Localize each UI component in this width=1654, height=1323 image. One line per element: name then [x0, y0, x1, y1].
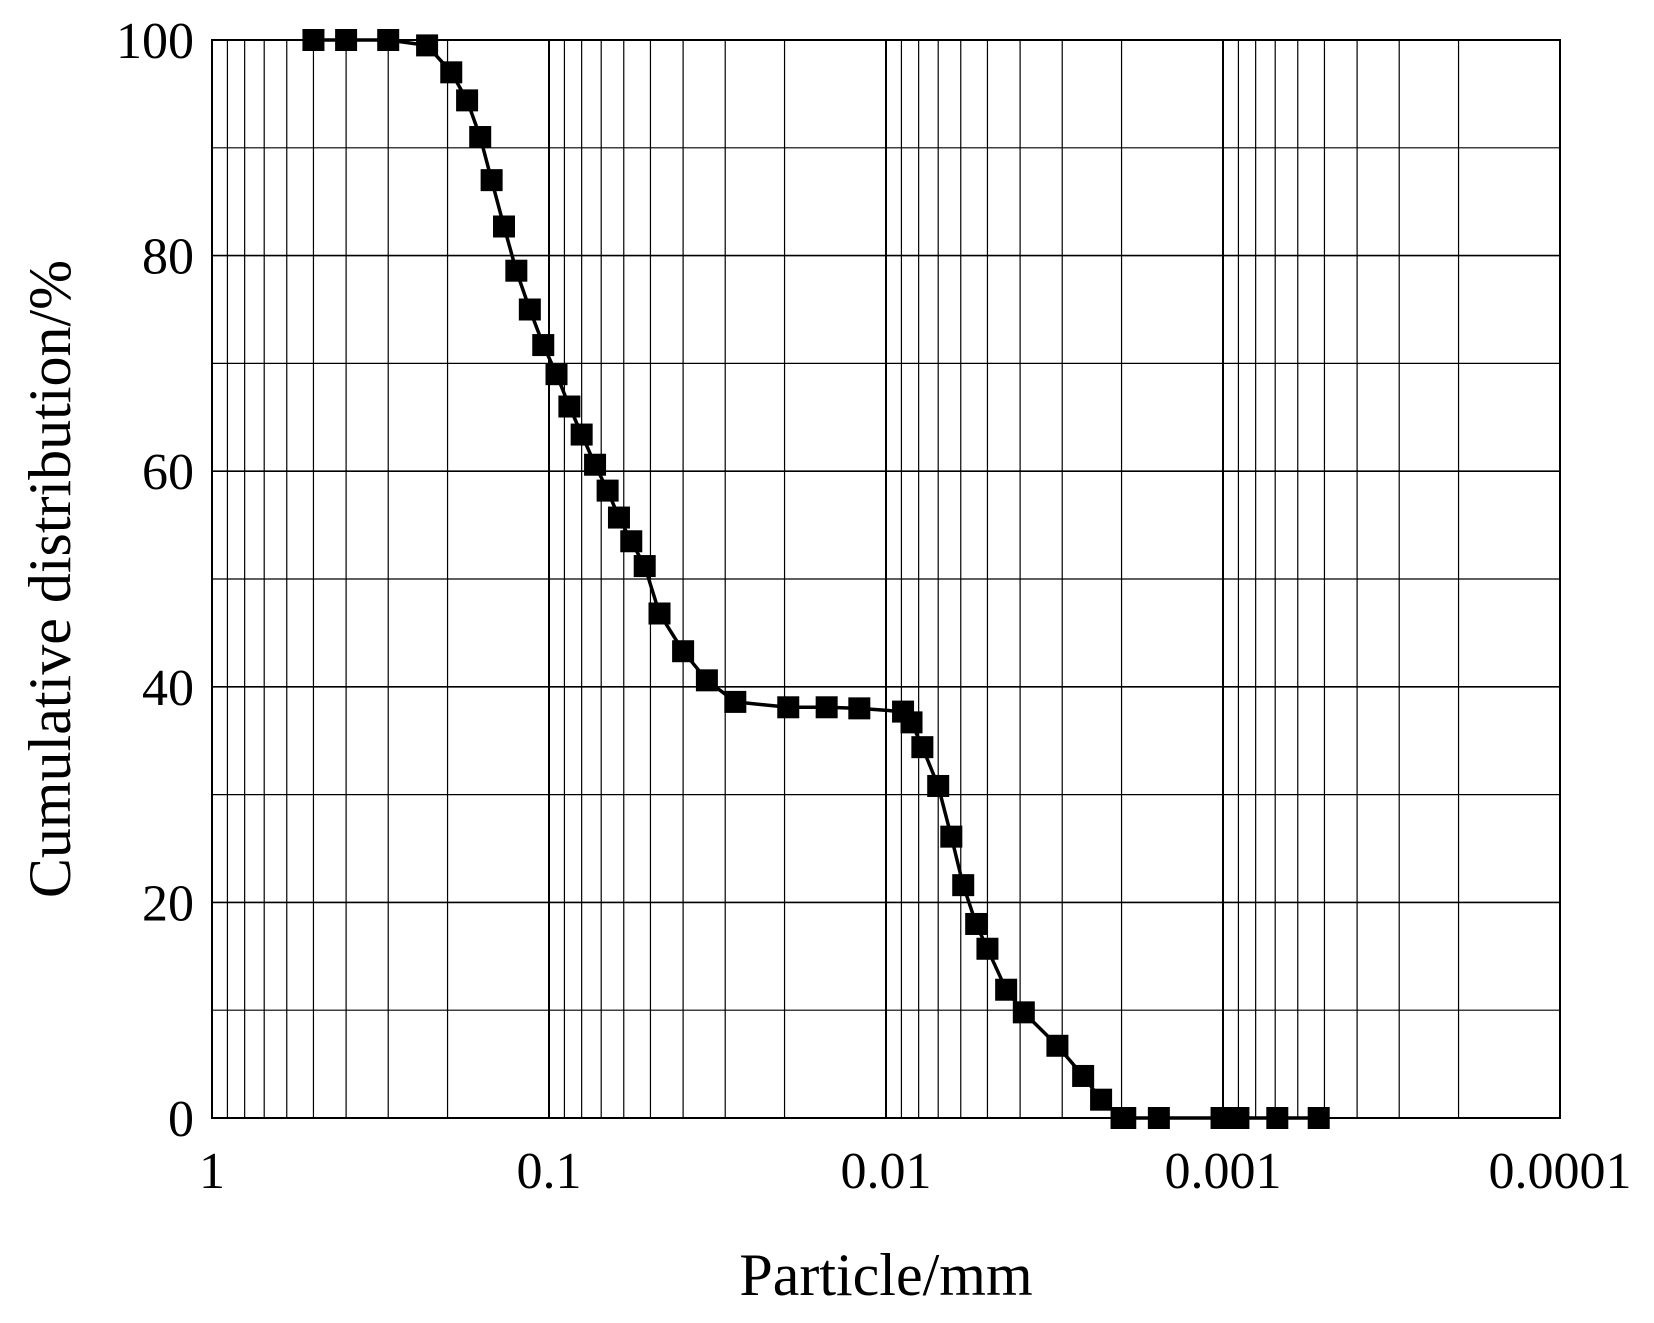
y-tick-label: 80 [142, 229, 194, 286]
data-point-marker [965, 912, 988, 935]
data-point-marker [620, 530, 643, 553]
x-tick-label: 0.001 [1165, 1143, 1282, 1200]
data-point-marker [456, 89, 479, 112]
y-tick-label: 20 [142, 875, 194, 932]
data-point-marker [1046, 1034, 1069, 1057]
data-point-marker [492, 215, 515, 238]
data-point-marker [1072, 1064, 1095, 1087]
data-point-marker [777, 696, 800, 719]
x-tick-label: 0.0001 [1489, 1143, 1632, 1200]
data-point-marker [416, 34, 439, 57]
data-point-marker [480, 169, 503, 192]
x-tick-label: 0.1 [517, 1143, 582, 1200]
data-point-marker [848, 697, 871, 720]
data-point-marker [940, 825, 963, 848]
data-point-marker [724, 690, 747, 713]
data-point-marker [584, 453, 607, 476]
data-point-marker [1090, 1088, 1113, 1111]
x-tick-label: 1 [199, 1143, 225, 1200]
data-point-marker [607, 506, 630, 529]
data-point-marker [900, 711, 923, 734]
y-tick-label: 100 [116, 13, 194, 70]
data-point-marker [570, 423, 593, 446]
y-tick-label: 40 [142, 660, 194, 717]
x-axis-title: Particle/mm [739, 1242, 1032, 1308]
grid [211, 39, 1561, 1119]
data-point-marker [532, 334, 555, 357]
tick-labels: 1 0.1 0.01 0.001 0.0001 0 20 40 60 80 100 [116, 13, 1632, 1200]
data-point-marker [440, 61, 463, 84]
data-point-marker [672, 640, 695, 663]
data-point-marker [505, 259, 528, 282]
data-point-marker [469, 126, 492, 149]
data-point-marker [995, 978, 1018, 1001]
data-point-marker [596, 479, 619, 502]
data-point-marker [633, 555, 656, 578]
y-tick-label: 60 [142, 444, 194, 501]
data-point-marker [648, 602, 671, 625]
y-axis-title: Cumulative distribution/% [17, 260, 83, 898]
x-tick-label: 0.01 [841, 1143, 932, 1200]
data-point-marker [927, 774, 950, 797]
data-point-marker [815, 696, 838, 719]
data-point-marker [1012, 1001, 1035, 1024]
plot-area-frame [211, 39, 1561, 1119]
data-point-marker [518, 298, 541, 321]
data-point-marker [911, 736, 934, 759]
data-point-marker [695, 669, 718, 692]
data-point-marker [558, 395, 581, 418]
data-point-marker [545, 363, 568, 386]
data-point-marker [976, 937, 999, 960]
y-tick-label: 0 [168, 1091, 194, 1148]
data-point-marker [952, 874, 975, 897]
